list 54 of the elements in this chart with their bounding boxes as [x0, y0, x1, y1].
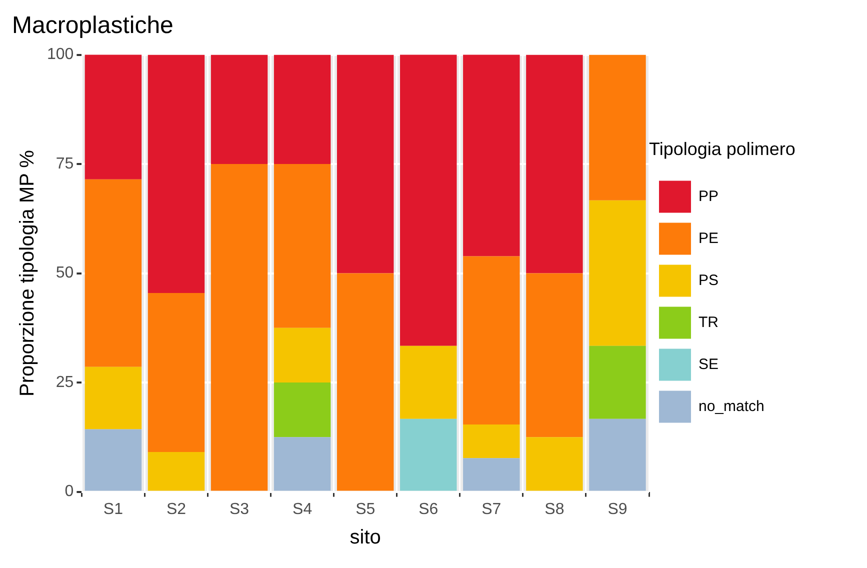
bar	[526, 273, 583, 438]
bar	[274, 54, 331, 164]
x-tick-label: S3	[229, 500, 250, 518]
bar	[84, 54, 142, 180]
x-tick-label: S8	[544, 500, 564, 518]
bar	[526, 54, 583, 274]
legend-label: no_match	[698, 398, 764, 415]
legend-label: PP	[698, 188, 719, 205]
bar	[210, 54, 268, 164]
legend-label: PS	[698, 272, 719, 289]
bar	[463, 424, 520, 458]
bar	[274, 437, 331, 491]
bar	[589, 346, 646, 419]
legend-label: SE	[698, 356, 719, 373]
bar	[400, 418, 457, 491]
bar	[336, 54, 394, 274]
bar	[400, 346, 457, 419]
legend-label: TR	[698, 314, 719, 331]
x-axis-title: sito	[350, 526, 381, 549]
x-tick-label: S7	[482, 500, 502, 518]
bar	[274, 382, 331, 438]
x-tick-label: S2	[166, 500, 186, 518]
y-tick-label: 0	[64, 483, 74, 500]
bar	[210, 164, 268, 491]
bar	[589, 418, 646, 491]
bar	[148, 452, 205, 491]
bar	[589, 54, 646, 200]
bar	[589, 200, 646, 346]
bar	[148, 292, 205, 452]
bar	[400, 54, 457, 346]
legend-title: Tipologia polimero	[649, 139, 796, 160]
bar	[336, 273, 394, 491]
bar	[463, 458, 520, 491]
bar	[463, 256, 520, 424]
bar	[84, 366, 142, 430]
bar	[274, 164, 331, 328]
bar	[463, 54, 520, 256]
chart-title: Macroplastiche	[12, 12, 174, 40]
bar	[84, 429, 142, 491]
x-tick-label: S5	[356, 500, 376, 518]
legend-label: PE	[698, 230, 719, 247]
bar	[274, 328, 331, 383]
x-tick-label: S6	[418, 500, 438, 518]
bar	[526, 437, 583, 491]
x-tick-label: S9	[608, 500, 628, 518]
y-tick-label: 50	[56, 264, 74, 282]
bar	[148, 54, 205, 293]
y-axis-title: Proporzione tipologia MP %	[16, 150, 39, 397]
y-tick-label: 25	[56, 374, 74, 391]
x-tick-label: S4	[292, 500, 312, 518]
y-tick-label: 100	[46, 46, 74, 64]
x-tick-label: S1	[103, 500, 124, 518]
bar	[84, 179, 142, 367]
y-tick-label: 75	[56, 155, 74, 172]
